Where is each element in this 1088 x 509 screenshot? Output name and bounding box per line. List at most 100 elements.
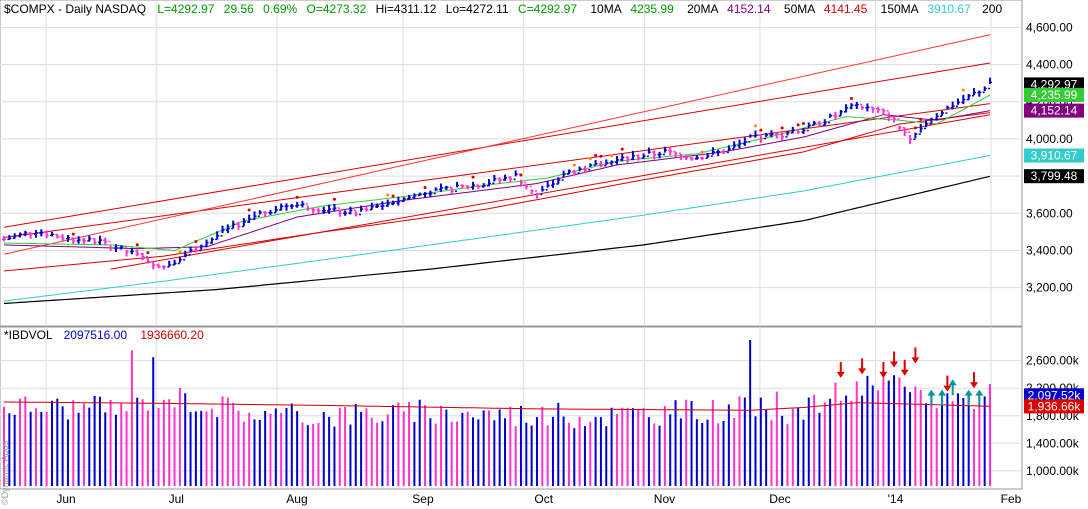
price-y-tick: 4,000.00 (1026, 132, 1073, 146)
up-arrow-head (964, 389, 973, 396)
price-value-tag-bg (1024, 148, 1084, 163)
price-marker-dot (919, 117, 923, 121)
watermark: ©Dynamic Apps (0, 440, 10, 505)
price-marker-dot (391, 194, 395, 198)
up-arrow-head (927, 389, 936, 396)
price-value-tag-bg (1024, 169, 1084, 184)
header-change: 29.56 (224, 2, 254, 16)
price-marker-dot (961, 88, 965, 92)
price-marker-dot (471, 175, 475, 179)
price-y-tick: 3,600.00 (1026, 206, 1073, 220)
price-marker-dot (700, 150, 704, 154)
channel-line (3, 62, 991, 228)
channel-line (3, 34, 991, 255)
price-value-tag-bg (1024, 77, 1084, 92)
volume-value-tag: 2,097.52k (1028, 388, 1082, 402)
volume-y-tick: 1,400.00k (1026, 436, 1080, 450)
volume-value-1: 2097516.00 (64, 328, 128, 342)
up-arrow-head (948, 379, 957, 386)
price-marker-dot (780, 126, 784, 130)
price-y-tick: 4,400.00 (1026, 58, 1073, 72)
volume-value-tag-bg (1024, 388, 1084, 403)
volume-header: *IBDVOL 2097516.00 1936660.20 (4, 328, 204, 342)
header-ma200-label: 200 (982, 2, 1002, 16)
volume-bars (3, 340, 991, 486)
down-arrow-head (911, 357, 920, 364)
ma50-line (3, 112, 991, 272)
price-marker-dot (796, 123, 800, 127)
down-arrow-head (900, 369, 909, 376)
volume-value-tag-bg (1024, 399, 1084, 414)
price-panel (0, 0, 1023, 327)
price-y-tick: 3,200.00 (1026, 281, 1073, 295)
x-axis-tick: Feb (1001, 492, 1022, 506)
price-value-tag-bg (1024, 103, 1084, 118)
x-axis-tick: Sep (412, 492, 434, 506)
header-symbol: $COMPX - Daily NASDAQ (4, 2, 146, 16)
down-arrow-head (943, 385, 952, 392)
price-marker-dot (588, 157, 592, 161)
header-ma150-label: 150MA (881, 2, 919, 16)
volume-ma-line (4, 401, 991, 411)
x-axis-tick: Nov (654, 492, 675, 506)
up-arrow-head (938, 389, 947, 396)
header-high: Hi=4311.12 (376, 2, 437, 16)
header-change-pct: 0.69% (263, 2, 297, 16)
down-arrow-head (970, 382, 979, 389)
price-marker-dot (247, 208, 251, 212)
header-open: O=4273.32 (307, 2, 367, 16)
price-marker-dot (753, 124, 757, 128)
header-close: C=4292.97 (518, 2, 577, 16)
price-marker-dot (71, 232, 75, 236)
price-marker-dot (423, 185, 427, 189)
price-marker-dot (849, 97, 853, 101)
ma20-line (3, 110, 991, 250)
header-ma150-value: 3910.67 (927, 2, 971, 16)
down-arrow-head (836, 371, 845, 378)
x-axis-tick: Jun (56, 492, 75, 506)
price-marker-dot (146, 251, 150, 255)
x-axis-tick: Dec (769, 492, 790, 506)
price-marker-dot (913, 126, 917, 130)
x-axis-tick: Jul (169, 492, 184, 506)
price-value-tag-bg (1024, 88, 1084, 103)
header-ma50-value: 4141.45 (824, 2, 868, 16)
volume-value-tag: 1,936.66k (1028, 399, 1082, 413)
down-arrow-head (879, 371, 888, 378)
header-ma20-label: 20MA (687, 2, 718, 16)
price-marker-dot (519, 173, 523, 177)
ma150-line (3, 155, 991, 302)
header-ma50-label: 50MA (784, 2, 815, 16)
price-bars (2, 77, 992, 270)
volume-y-tick: 2,600.00k (1026, 354, 1080, 368)
price-value-tag: 4,152.14 (1031, 104, 1078, 118)
down-arrow-head (890, 361, 899, 368)
price-marker-dot (135, 243, 139, 247)
price-marker-dot (599, 154, 603, 158)
price-value-tag: 4,235.99 (1031, 88, 1078, 102)
x-axis-tick: '14 (888, 492, 904, 506)
volume-signal-arrows (836, 347, 984, 406)
price-value-tag: 3,910.67 (1031, 149, 1078, 163)
price-marker-dot (332, 197, 336, 201)
ma200-line (3, 175, 991, 305)
moving-average-lines (3, 94, 991, 305)
header-low: Lo=4272.11 (446, 2, 509, 16)
x-axis-ticks: Jun Jul Aug Sep Oct Nov Dec '14 Feb (56, 492, 1021, 506)
volume-y-tick: 1,000.00k (1026, 464, 1080, 478)
x-axis-tick: Aug (286, 492, 307, 506)
header-last: L=4292.97 (157, 2, 214, 16)
price-value-tag: 4,292.97 (1031, 77, 1078, 91)
price-marker-dot (194, 240, 198, 244)
price-marker-dot (610, 154, 614, 158)
header-ma10-value: 4235.99 (630, 2, 674, 16)
up-arrow-head (975, 389, 984, 396)
chart-header: $COMPX - Daily NASDAQ L=4292.97 29.56 0.… (4, 2, 1002, 16)
volume-value-2: 1936660.20 (140, 328, 204, 342)
volume-title: *IBDVOL (4, 328, 53, 342)
price-marker-dot (295, 195, 299, 199)
value-tags: 4,292.974,235.99 4,152.14 3,910.67 3,799.48… (1024, 77, 1084, 414)
price-marker-dot (759, 128, 763, 132)
price-marker-dot (386, 193, 390, 197)
